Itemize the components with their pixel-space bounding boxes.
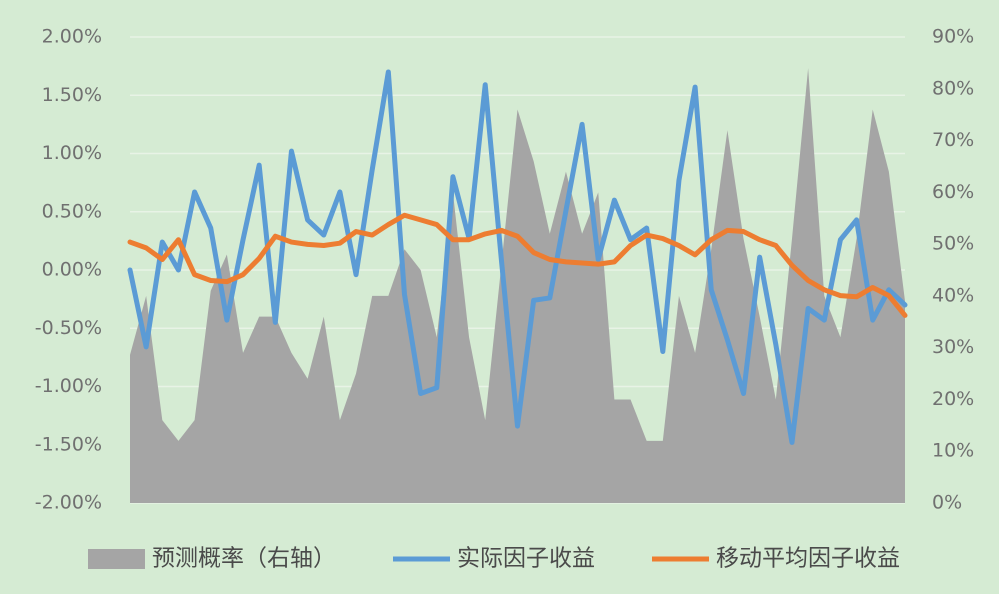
y2-tick-label: 80% (932, 77, 974, 99)
y2-tick-label: 0% (932, 492, 962, 514)
y-tick-label: 2.00% (42, 26, 102, 48)
y2-tick-label: 10% (932, 440, 974, 462)
plot (127, 68, 908, 504)
y2-tick-label: 60% (932, 181, 974, 203)
y-tick-label: -1.00% (35, 375, 102, 397)
y-tick-label: 1.50% (42, 84, 102, 106)
legend: 预测概率（右轴） 实际因子收益 移动平均因子收益 (88, 546, 900, 572)
legend-label: 预测概率（右轴） (152, 546, 336, 572)
area (130, 68, 905, 504)
line (127, 212, 908, 318)
y2-tick-label: 50% (932, 233, 974, 255)
y-tick-label: -0.50% (35, 317, 102, 339)
legend-label: 实际因子收益 (457, 546, 595, 572)
y2-tick-label: 30% (932, 336, 974, 358)
y-tick-label: -2.00% (35, 492, 102, 514)
y2-tick-label: 70% (932, 129, 974, 151)
y2-tick-label: 20% (932, 388, 974, 410)
y2-tick-label: 40% (932, 284, 974, 306)
y-tick-label: 0.50% (42, 200, 102, 222)
y-tick-label: -1.50% (35, 433, 102, 455)
legend-label: 移动平均因子收益 (716, 546, 900, 572)
legend-swatch (88, 549, 145, 569)
line (127, 69, 908, 445)
y-tick-label: 0.00% (42, 259, 102, 281)
y-tick-label: 1.00% (42, 142, 102, 164)
y2-tick-label: 90% (932, 26, 974, 48)
